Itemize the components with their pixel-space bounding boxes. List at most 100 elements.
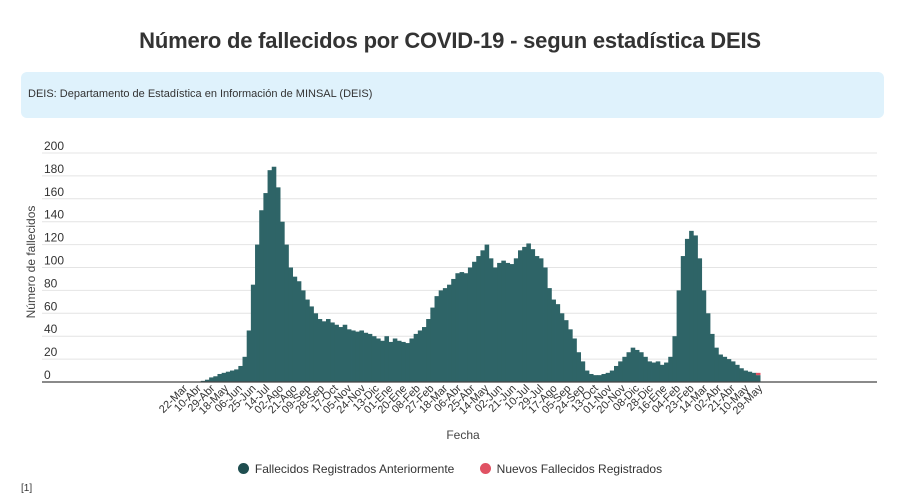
bar-anteriormente[interactable] <box>363 332 369 382</box>
bar-anteriormente[interactable] <box>609 370 615 382</box>
bar-anteriormente[interactable] <box>538 258 544 382</box>
bar-anteriormente[interactable] <box>626 352 632 382</box>
bar-anteriormente[interactable] <box>614 365 619 382</box>
bar-anteriormente[interactable] <box>326 319 331 382</box>
bar-anteriormente[interactable] <box>401 341 406 382</box>
bar-anteriormente[interactable] <box>367 333 373 382</box>
bar-anteriormente[interactable] <box>472 261 477 382</box>
bar-anteriormente[interactable] <box>601 373 607 382</box>
bar-anteriormente[interactable] <box>543 267 548 383</box>
bar-anteriormente[interactable] <box>684 238 690 382</box>
bar-anteriormente[interactable] <box>230 370 235 382</box>
bar-anteriormente[interactable] <box>434 296 440 382</box>
bar-anteriormente[interactable] <box>380 340 385 382</box>
bar-anteriormente[interactable] <box>497 262 502 382</box>
bar-anteriormente[interactable] <box>680 256 686 382</box>
bar-anteriormente[interactable] <box>509 264 515 382</box>
bar-anteriormente[interactable] <box>668 356 673 382</box>
bar-anteriormente[interactable] <box>321 321 327 382</box>
bar-anteriormente[interactable] <box>618 361 623 382</box>
bar-anteriormente[interactable] <box>751 372 757 382</box>
bar-anteriormente[interactable] <box>225 371 231 382</box>
bar-anteriormente[interactable] <box>330 322 335 382</box>
bar-anteriormente[interactable] <box>651 362 657 382</box>
bar-anteriormente[interactable] <box>534 256 540 382</box>
bar-anteriormente[interactable] <box>643 356 648 382</box>
bar-anteriormente[interactable] <box>213 376 218 382</box>
bar-anteriormente[interactable] <box>263 193 268 382</box>
bar-anteriormente[interactable] <box>388 341 394 382</box>
bar-anteriormente[interactable] <box>488 258 494 382</box>
bar-anteriormente[interactable] <box>417 330 423 382</box>
bar-anteriormente[interactable] <box>275 187 281 382</box>
bar-anteriormente[interactable] <box>317 319 323 382</box>
bar-anteriormente[interactable] <box>547 288 552 382</box>
bar-anteriormente[interactable] <box>584 370 590 382</box>
bar-anteriormente[interactable] <box>384 336 390 382</box>
bar-anteriormente[interactable] <box>246 330 252 382</box>
bar-anteriormente[interactable] <box>351 330 356 382</box>
bar-anteriormente[interactable] <box>413 333 419 382</box>
bar-anteriormente[interactable] <box>280 221 285 382</box>
bar-anteriormente[interactable] <box>430 307 435 382</box>
bar-anteriormente[interactable] <box>242 356 248 382</box>
bar-anteriormente[interactable] <box>726 359 732 382</box>
bar-anteriormente[interactable] <box>730 361 736 382</box>
bar-anteriormente[interactable] <box>743 370 748 382</box>
bar-anteriormente[interactable] <box>492 267 498 383</box>
bar-anteriormente[interactable] <box>342 324 348 382</box>
bar-anteriormente[interactable] <box>705 313 711 382</box>
bar-anteriormente[interactable] <box>250 284 256 382</box>
bar-anteriormente[interactable] <box>480 250 486 382</box>
bar-anteriormente[interactable] <box>622 356 627 382</box>
bar-anteriormente[interactable] <box>689 230 694 382</box>
bar-anteriormente[interactable] <box>442 288 448 382</box>
bar-anteriormente[interactable] <box>597 375 602 382</box>
bar-anteriormente[interactable] <box>463 273 469 382</box>
bar-anteriormente[interactable] <box>630 347 636 382</box>
bar-anteriormente[interactable] <box>714 347 719 382</box>
bar-anteriormente[interactable] <box>271 166 277 382</box>
bar-anteriormente[interactable] <box>376 338 381 382</box>
bar-anteriormente[interactable] <box>672 336 678 382</box>
bar-anteriormente[interactable] <box>396 340 402 382</box>
bar-anteriormente[interactable] <box>392 338 398 382</box>
bar-anteriormente[interactable] <box>551 299 556 382</box>
bar-anteriormente[interactable] <box>238 365 243 382</box>
bar-anteriormente[interactable] <box>718 354 723 382</box>
bar-anteriormente[interactable] <box>735 364 740 382</box>
bar-anteriormente[interactable] <box>634 349 640 382</box>
bar-anteriormente[interactable] <box>747 371 753 382</box>
bar-anteriormente[interactable] <box>605 372 611 382</box>
bar-anteriormente[interactable] <box>438 290 444 382</box>
bar-anteriormente[interactable] <box>346 329 352 382</box>
bar-anteriormente[interactable] <box>476 256 481 382</box>
bar-anteriormente[interactable] <box>639 352 644 382</box>
bar-anteriormente[interactable] <box>204 379 210 382</box>
bar-anteriormente[interactable] <box>209 377 214 382</box>
bar-anteriormente[interactable] <box>676 290 682 382</box>
bar-anteriormente[interactable] <box>300 290 306 382</box>
bar-anteriormente[interactable] <box>580 361 586 382</box>
bar-anteriormente[interactable] <box>234 369 239 382</box>
bar-anteriormente[interactable] <box>288 267 294 383</box>
legend-item-nuevos[interactable]: Nuevos Fallecidos Registrados <box>479 462 662 476</box>
bar-anteriormente[interactable] <box>409 338 415 382</box>
bar-anteriormente[interactable] <box>697 258 703 382</box>
bar-anteriormente[interactable] <box>593 375 598 382</box>
bar-anteriormente[interactable] <box>426 319 431 382</box>
bar-anteriormente[interactable] <box>296 281 302 382</box>
bar-anteriormente[interactable] <box>313 313 319 382</box>
bar-anteriormente[interactable] <box>305 299 310 382</box>
bar-anteriormente[interactable] <box>217 373 223 382</box>
bar-anteriormente[interactable] <box>710 333 715 382</box>
bar-anteriormente[interactable] <box>647 361 652 382</box>
bar-anteriormente[interactable] <box>655 361 661 382</box>
bar-anteriormente[interactable] <box>259 210 264 382</box>
bar-anteriormente[interactable] <box>359 330 364 382</box>
bar-anteriormente[interactable] <box>405 343 410 382</box>
bar-anteriormente[interactable] <box>371 336 377 382</box>
bar-anteriormente[interactable] <box>588 373 594 382</box>
bar-anteriormente[interactable] <box>530 249 536 382</box>
bar-anteriormente[interactable] <box>576 352 582 382</box>
